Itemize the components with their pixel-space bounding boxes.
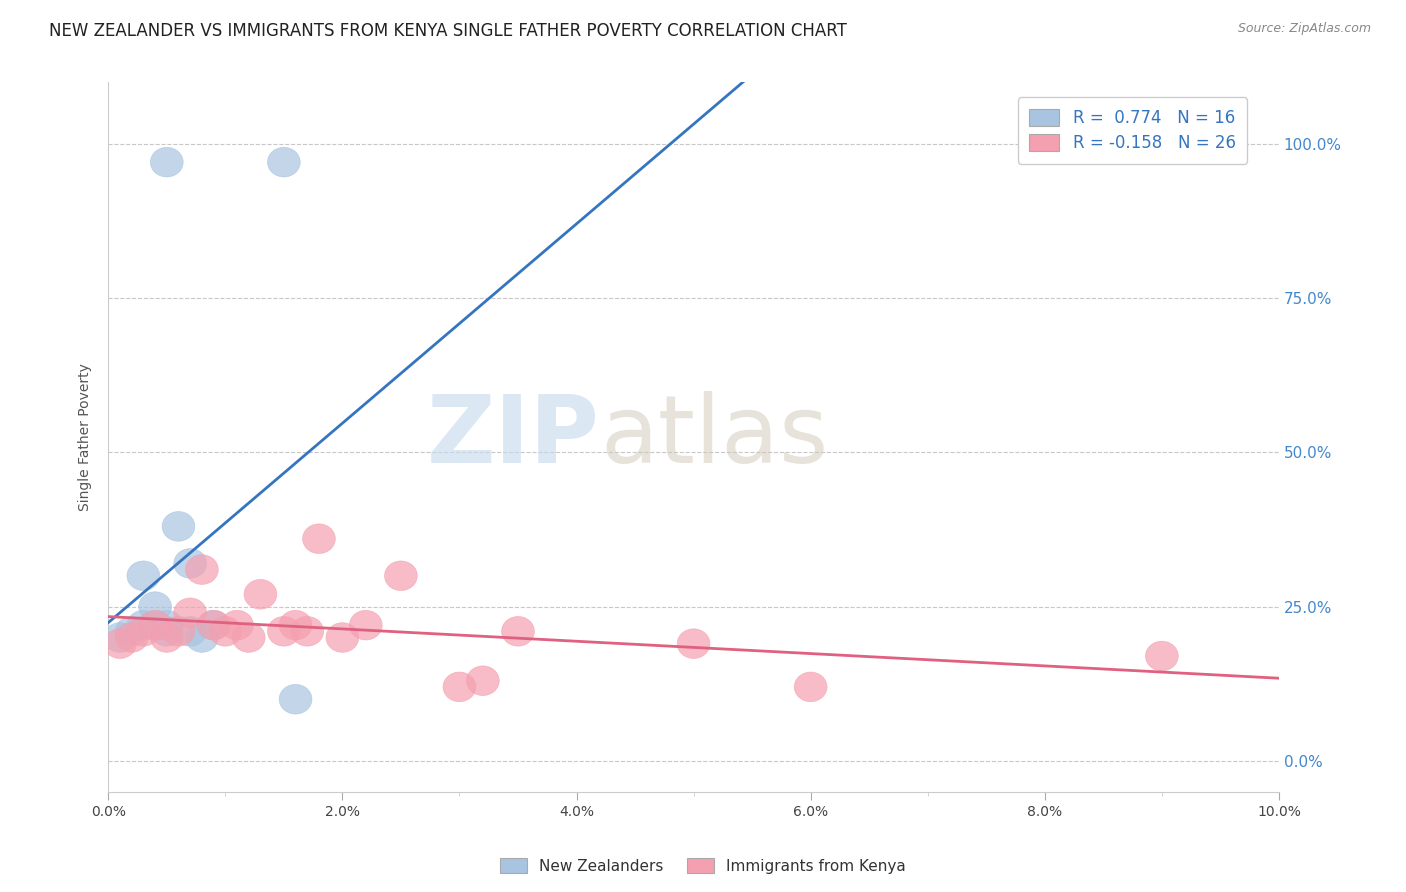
Ellipse shape xyxy=(221,610,253,640)
Ellipse shape xyxy=(139,610,172,640)
Ellipse shape xyxy=(197,610,231,640)
Ellipse shape xyxy=(115,623,148,652)
Ellipse shape xyxy=(127,561,160,591)
Ellipse shape xyxy=(267,147,301,177)
Ellipse shape xyxy=(162,616,195,646)
Ellipse shape xyxy=(326,623,359,652)
Ellipse shape xyxy=(150,616,183,646)
Ellipse shape xyxy=(502,616,534,646)
Text: NEW ZEALANDER VS IMMIGRANTS FROM KENYA SINGLE FATHER POVERTY CORRELATION CHART: NEW ZEALANDER VS IMMIGRANTS FROM KENYA S… xyxy=(49,22,846,40)
Ellipse shape xyxy=(139,591,172,622)
Ellipse shape xyxy=(127,616,160,646)
Ellipse shape xyxy=(186,623,218,652)
Ellipse shape xyxy=(174,616,207,646)
Ellipse shape xyxy=(104,623,136,652)
Ellipse shape xyxy=(139,610,172,640)
Ellipse shape xyxy=(443,672,475,702)
Ellipse shape xyxy=(174,549,207,578)
Legend: New Zealanders, Immigrants from Kenya: New Zealanders, Immigrants from Kenya xyxy=(494,852,912,880)
Ellipse shape xyxy=(150,147,183,177)
Text: ZIP: ZIP xyxy=(427,391,600,483)
Ellipse shape xyxy=(127,610,160,640)
Ellipse shape xyxy=(209,616,242,646)
Ellipse shape xyxy=(150,623,183,652)
Ellipse shape xyxy=(280,684,312,714)
Ellipse shape xyxy=(232,623,266,652)
Ellipse shape xyxy=(245,580,277,609)
Ellipse shape xyxy=(794,672,827,702)
Ellipse shape xyxy=(150,610,183,640)
Y-axis label: Single Father Poverty: Single Father Poverty xyxy=(79,363,93,511)
Ellipse shape xyxy=(197,610,231,640)
Text: Source: ZipAtlas.com: Source: ZipAtlas.com xyxy=(1237,22,1371,36)
Ellipse shape xyxy=(104,629,136,658)
Ellipse shape xyxy=(280,610,312,640)
Ellipse shape xyxy=(186,555,218,584)
Legend: R =  0.774   N = 16, R = -0.158   N = 26: R = 0.774 N = 16, R = -0.158 N = 26 xyxy=(1018,97,1247,163)
Ellipse shape xyxy=(350,610,382,640)
Ellipse shape xyxy=(384,561,418,591)
Ellipse shape xyxy=(291,616,323,646)
Ellipse shape xyxy=(1146,641,1178,671)
Ellipse shape xyxy=(267,616,301,646)
Ellipse shape xyxy=(302,524,336,554)
Text: atlas: atlas xyxy=(600,391,828,483)
Ellipse shape xyxy=(174,598,207,628)
Ellipse shape xyxy=(678,629,710,658)
Ellipse shape xyxy=(467,666,499,696)
Ellipse shape xyxy=(115,616,148,646)
Ellipse shape xyxy=(162,511,195,541)
